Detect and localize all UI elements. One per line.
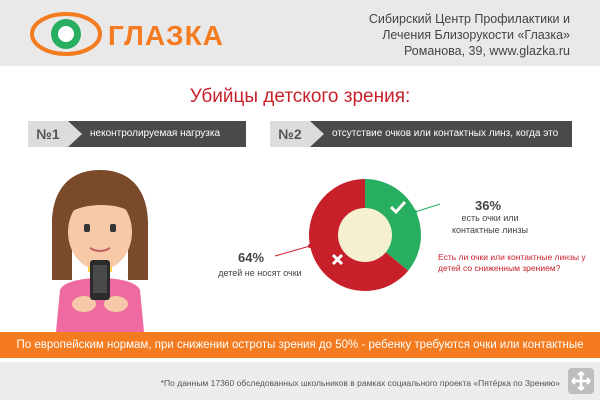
norms-banner: По европейским нормам, при снижении остр… (0, 332, 600, 377)
eye-logo-icon (30, 12, 102, 56)
zoom-button[interactable] (568, 368, 594, 394)
org-line: Лечения Близорукости «Глазка» (382, 28, 570, 42)
logo-text: ГЛАЗКА (108, 20, 224, 51)
killer-item-label: отсутствие очков или контактных линз, ко… (310, 121, 572, 165)
zoom-icon (571, 371, 591, 391)
green-slice-caption: есть очки или контактные линзы (452, 213, 528, 235)
chart-question: Есть ли очки или контактные линзы у дете… (438, 252, 586, 273)
pie-slice-green (365, 179, 421, 271)
footnote: *По данным 17360 обследованных школьнико… (160, 378, 560, 388)
page-title: Убийцы детского зрения: (189, 86, 411, 107)
pie-center (338, 208, 392, 262)
pie-chart (309, 179, 421, 291)
killer-item-number: №1 (28, 121, 68, 147)
red-slice-caption: детей не носят очки (218, 268, 302, 278)
arrow-shape (310, 121, 324, 147)
check-icon (389, 200, 407, 215)
killer-item-2: отсутствие очков или контактных линз, ко… (270, 121, 572, 165)
cross-icon (331, 253, 344, 266)
header: ГЛАЗКА Сибирский Центр Профилактики и Ле… (0, 0, 600, 66)
killer-item-1: неконтролируемая нагрузка вблизи! №1 (28, 121, 246, 165)
arrow-shape (68, 121, 82, 147)
footer: *По данным 17360 обследованных школьнико… (0, 362, 600, 400)
killer-item-number: №2 (270, 121, 310, 147)
red-slice-value: 64% (238, 250, 265, 265)
girl-illustration (52, 170, 148, 332)
killer-item-label: неконтролируемая нагрузка вблизи! (68, 121, 246, 165)
org-line: Романова, 39, www.glazka.ru (404, 44, 570, 58)
green-slice-value: 36% (475, 198, 502, 213)
org-line: Сибирский Центр Профилактики и (368, 12, 570, 26)
org-info: Сибирский Центр Профилактики и Лечения Б… (310, 11, 570, 59)
